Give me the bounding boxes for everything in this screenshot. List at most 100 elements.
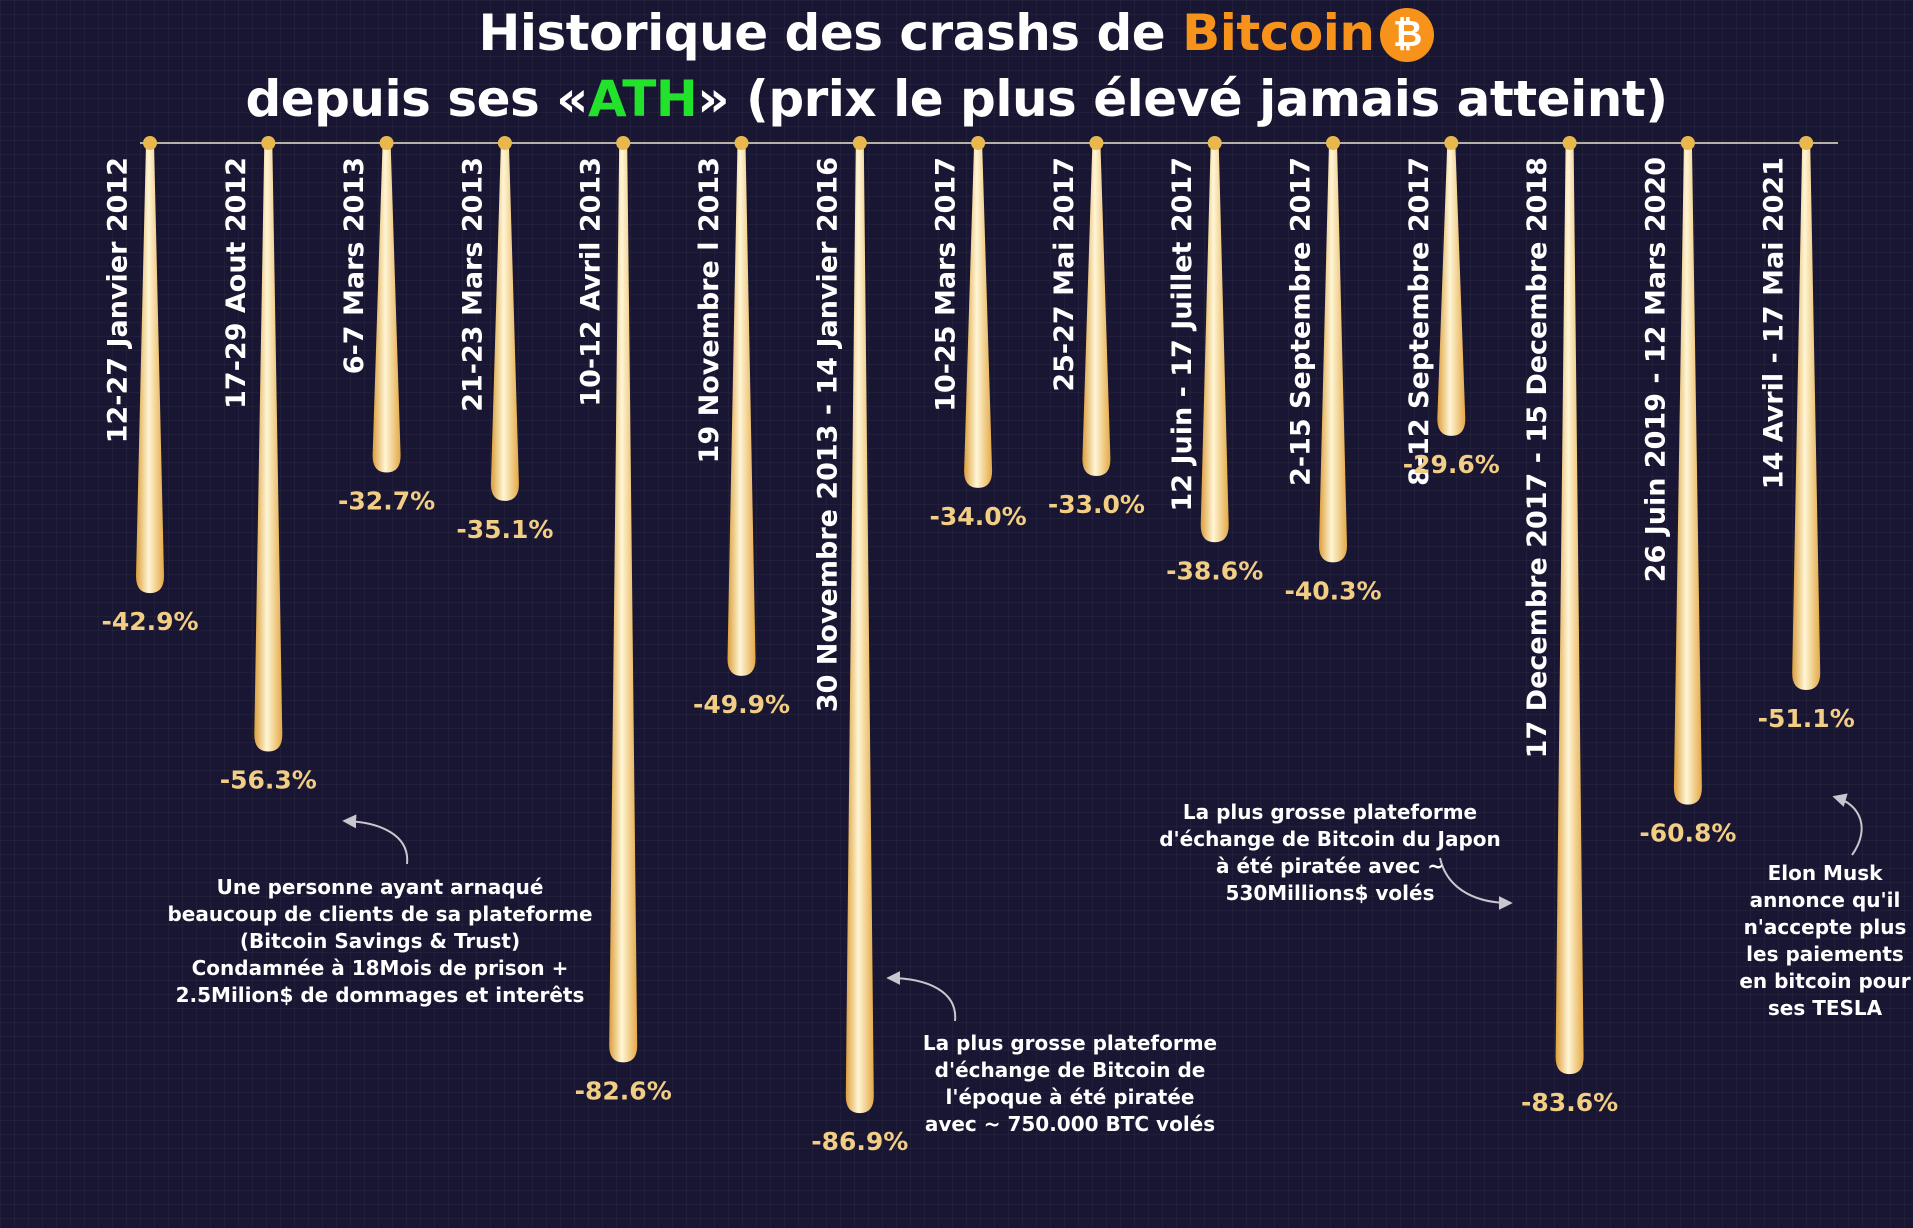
- annotation-line: n'accepte plus: [1743, 915, 1907, 939]
- annotation-note-fraud: Une personne ayant arnaqué beaucoup de c…: [160, 874, 600, 1009]
- annotation-line: à été piratée avec ~: [1216, 854, 1444, 878]
- annotation-note-elon-musk: Elon Musk annonce qu'il n'accepte plus l…: [1730, 860, 1913, 1022]
- value-label: -49.9%: [693, 690, 790, 719]
- crash-bar: [490, 143, 519, 501]
- value-label: -29.6%: [1403, 450, 1500, 479]
- title-line2-post: » (prix le plus élevé jamais atteint): [697, 70, 1668, 128]
- annotation-line: Condamnée à 18Mois de prison +: [191, 956, 569, 980]
- value-label: -83.6%: [1521, 1088, 1618, 1117]
- date-label: 26 Juin 2019 - 12 Mars 2020: [1640, 157, 1671, 582]
- annotation-line: d'échange de Bitcoin du Japon: [1159, 827, 1501, 851]
- value-label: -34.0%: [930, 502, 1027, 531]
- annotation-line: annonce qu'il: [1749, 888, 1901, 912]
- crash-bar: [1200, 143, 1229, 543]
- timeline-dot: [379, 136, 394, 150]
- date-label: 6-7 Mars 2013: [339, 157, 370, 374]
- date-label: 12-27 Janvier 2012: [103, 157, 134, 443]
- value-label: -40.3%: [1284, 576, 1381, 605]
- title-part1: Historique des crashs de: [478, 4, 1183, 62]
- value-label: -56.3%: [220, 765, 317, 794]
- date-label: 10-12 Avril 2013: [576, 157, 607, 407]
- date-label: 21-23 Mars 2013: [457, 157, 488, 412]
- value-label: -35.1%: [456, 515, 553, 544]
- timeline-dot: [1207, 136, 1222, 150]
- annotation-line: 2.5Milion$ de dommages et interêts: [175, 983, 585, 1007]
- annotation-note-japan-hack: La plus grosse plateforme d'échange de B…: [1140, 799, 1520, 907]
- crash-bar: [1319, 143, 1347, 563]
- annotation-line: avec ~ 750.000 BTC volés: [924, 1112, 1216, 1136]
- date-label: 8-12 Septembre 2017: [1404, 157, 1435, 486]
- chart-title: Historique des crashs de Bitcoin ₿ depuis…: [0, 0, 1913, 132]
- annotation-arrow: [1832, 793, 1863, 856]
- crash-bar: [1673, 143, 1702, 805]
- annotation-arrow: [342, 814, 409, 865]
- title-ath: ATH: [587, 70, 698, 128]
- crash-bar: [845, 143, 874, 1114]
- annotation-line: La plus grosse plateforme: [922, 1031, 1218, 1055]
- crash-bar: [1555, 143, 1584, 1075]
- annotation-line: 530Millions$ volés: [1225, 881, 1435, 905]
- bitcoin-icon: ₿: [1380, 8, 1435, 62]
- annotation-line: en bitcoin pour: [1739, 969, 1911, 993]
- title-line-1: Historique des crashs de Bitcoin ₿: [0, 0, 1913, 66]
- timeline-dot: [1444, 136, 1459, 150]
- crash-bar: [609, 143, 638, 1063]
- crash-bar: [1082, 143, 1111, 477]
- value-label: -33.0%: [1048, 490, 1145, 519]
- annotation-line: (Bitcoin Savings & Trust): [239, 929, 521, 953]
- title-line2-pre: depuis ses «: [245, 70, 588, 128]
- date-label: 14 Avril - 17 Mai 2021: [1759, 157, 1790, 489]
- crash-bar: [727, 143, 756, 676]
- annotation-line: Une personne ayant arnaqué: [216, 875, 544, 899]
- timeline-dot: [1799, 136, 1814, 150]
- timeline-dot: [616, 136, 631, 150]
- annotation-line: La plus grosse plateforme: [1182, 800, 1478, 824]
- crash-bar: [136, 143, 164, 594]
- timeline-dot: [1089, 136, 1104, 150]
- crash-bar: [1792, 143, 1821, 691]
- timeline-dot: [852, 136, 867, 150]
- value-label: -60.8%: [1639, 819, 1736, 848]
- timeline-dot: [1326, 136, 1340, 150]
- annotation-note-mtgox-2014: La plus grosse plateforme d'échange de B…: [890, 1030, 1250, 1138]
- value-label: -82.6%: [575, 1076, 672, 1105]
- date-label: 25-27 Mai 2017: [1049, 157, 1080, 392]
- annotation-line: l'époque à été piratée: [945, 1085, 1195, 1109]
- value-label: -42.9%: [101, 607, 198, 636]
- timeline-dot: [261, 136, 276, 150]
- crash-bar: [372, 143, 401, 473]
- date-label: 17-29 Aout 2012: [221, 157, 252, 409]
- date-label: 17 Decembre 2017 - 15 Decembre 2018: [1522, 157, 1553, 758]
- timeline-dot: [734, 136, 749, 150]
- chart-marks: 12-27 Janvier 2012 -42.9% 17-29 Aout 2012 -…: [101, 136, 1855, 1156]
- annotation-arrows: [342, 793, 1863, 1022]
- value-label: -38.6%: [1166, 556, 1263, 585]
- annotation-line: beaucoup de clients de sa plateforme: [167, 902, 593, 926]
- timeline-dot: [1680, 136, 1695, 150]
- annotation-line: Elon Musk: [1767, 861, 1883, 885]
- date-label: 30 Novembre 2013 - 14 Janvier 2016: [812, 157, 843, 712]
- date-label: 2-15 Septembre 2017: [1286, 157, 1317, 486]
- crash-bar: [254, 143, 283, 752]
- annotation-arrow: [1439, 857, 1513, 910]
- value-label: -51.1%: [1758, 704, 1855, 733]
- timeline-dot: [143, 136, 157, 150]
- annotation-arrow: [886, 971, 957, 1022]
- crash-bar: [1437, 143, 1466, 436]
- value-label: -86.9%: [811, 1127, 908, 1156]
- date-label: 10-25 Mars 2017: [931, 157, 962, 412]
- annotation-line: d'échange de Bitcoin de: [934, 1058, 1206, 1082]
- title-line-2: depuis ses «ATH» (prix le plus élevé jam…: [0, 66, 1913, 132]
- date-label: 12 Juin - 17 Juillet 2017: [1167, 157, 1198, 512]
- title-brand: Bitcoin: [1182, 4, 1375, 62]
- crash-bar: [964, 143, 993, 488]
- annotation-line: ses TESLA: [1767, 996, 1883, 1020]
- date-label: 19 Novembre l 2013: [694, 157, 725, 463]
- timeline-dot: [497, 136, 512, 150]
- value-label: -32.7%: [338, 487, 435, 516]
- annotation-line: les paiements: [1746, 942, 1904, 966]
- timeline-dot: [971, 136, 986, 150]
- timeline-dot: [1562, 136, 1577, 150]
